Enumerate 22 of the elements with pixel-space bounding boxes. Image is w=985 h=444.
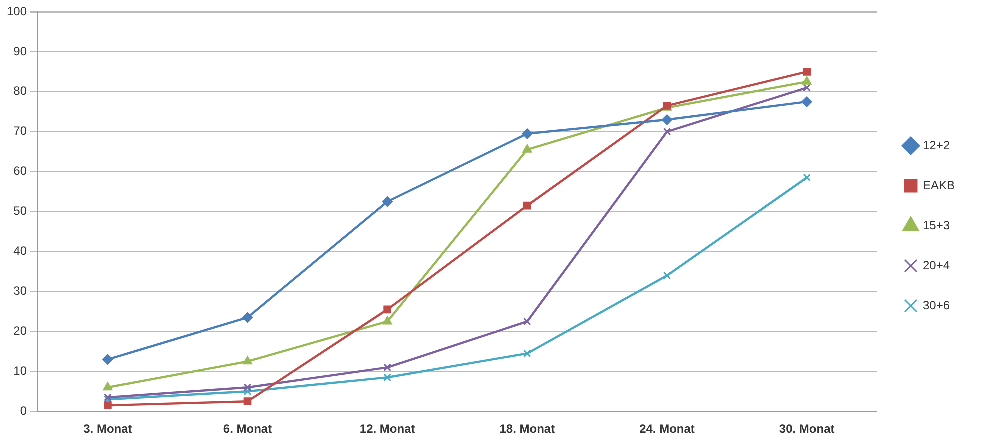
y-tick-label: 100 xyxy=(6,4,28,18)
y-tick-label: 90 xyxy=(14,44,28,58)
y-tick-label: 50 xyxy=(14,204,28,218)
x-tick-label: 3. Monat xyxy=(84,422,132,436)
x-tick-label: 12. Monat xyxy=(360,422,416,436)
y-tick-label: 60 xyxy=(14,164,28,178)
y-tick-label: 20 xyxy=(14,324,28,338)
legend-label: EAKB xyxy=(922,178,955,192)
y-tick-label: 80 xyxy=(14,84,28,98)
legend-label: 15+3 xyxy=(922,218,950,232)
x-tick-label: 18. Monat xyxy=(500,422,556,436)
x-tick-label: 6. Monat xyxy=(223,422,272,436)
y-tick-label: 0 xyxy=(20,404,28,418)
y-tick-label: 70 xyxy=(14,124,28,138)
x-tick-label: 30. Monat xyxy=(779,422,835,436)
legend-label: 12+2 xyxy=(922,138,950,152)
legend-label: 30+6 xyxy=(922,298,950,312)
x-tick-label: 24. Monat xyxy=(640,422,695,436)
y-tick-label: 40 xyxy=(14,244,28,258)
y-tick-label: 10 xyxy=(14,364,28,378)
y-tick-label: 30 xyxy=(14,284,28,298)
legend-label: 20+4 xyxy=(922,258,950,272)
